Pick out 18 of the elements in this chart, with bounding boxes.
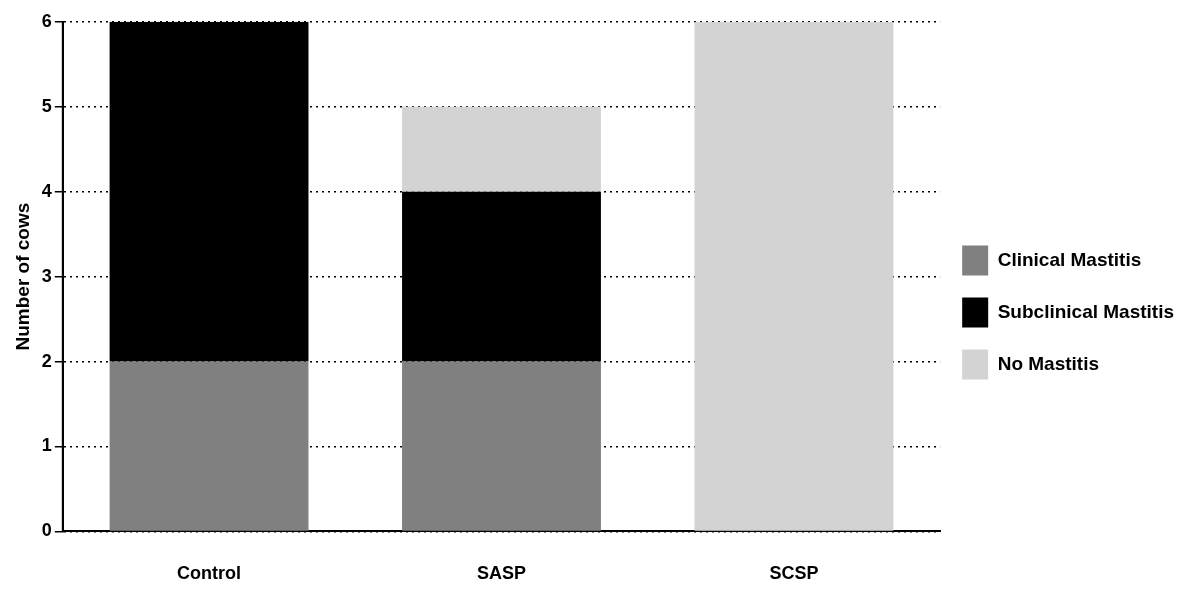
legend-label: Clinical Mastitis [997,248,1142,270]
y-tick-label: 3 [41,265,52,286]
x-tick-label: SASP [476,563,527,584]
y-tick-label: 4 [41,180,52,201]
y-axis-title: Number of cows [11,202,33,351]
y-tick-label: 1 [41,435,52,456]
bar [109,361,309,531]
x-tick-label: SCSP [769,563,819,584]
bar [402,106,601,192]
bar [402,361,601,531]
bar [694,21,894,531]
y-tick-label: 5 [41,95,52,116]
y-tick-label: 6 [41,10,52,31]
y-tick-label: 2 [41,350,52,371]
legend-label: Subclinical Mastitis [997,300,1174,322]
legend-label: No Mastitis [997,352,1100,374]
y-tick-label: 0 [41,520,52,541]
x-tick-label: Control [177,563,242,584]
